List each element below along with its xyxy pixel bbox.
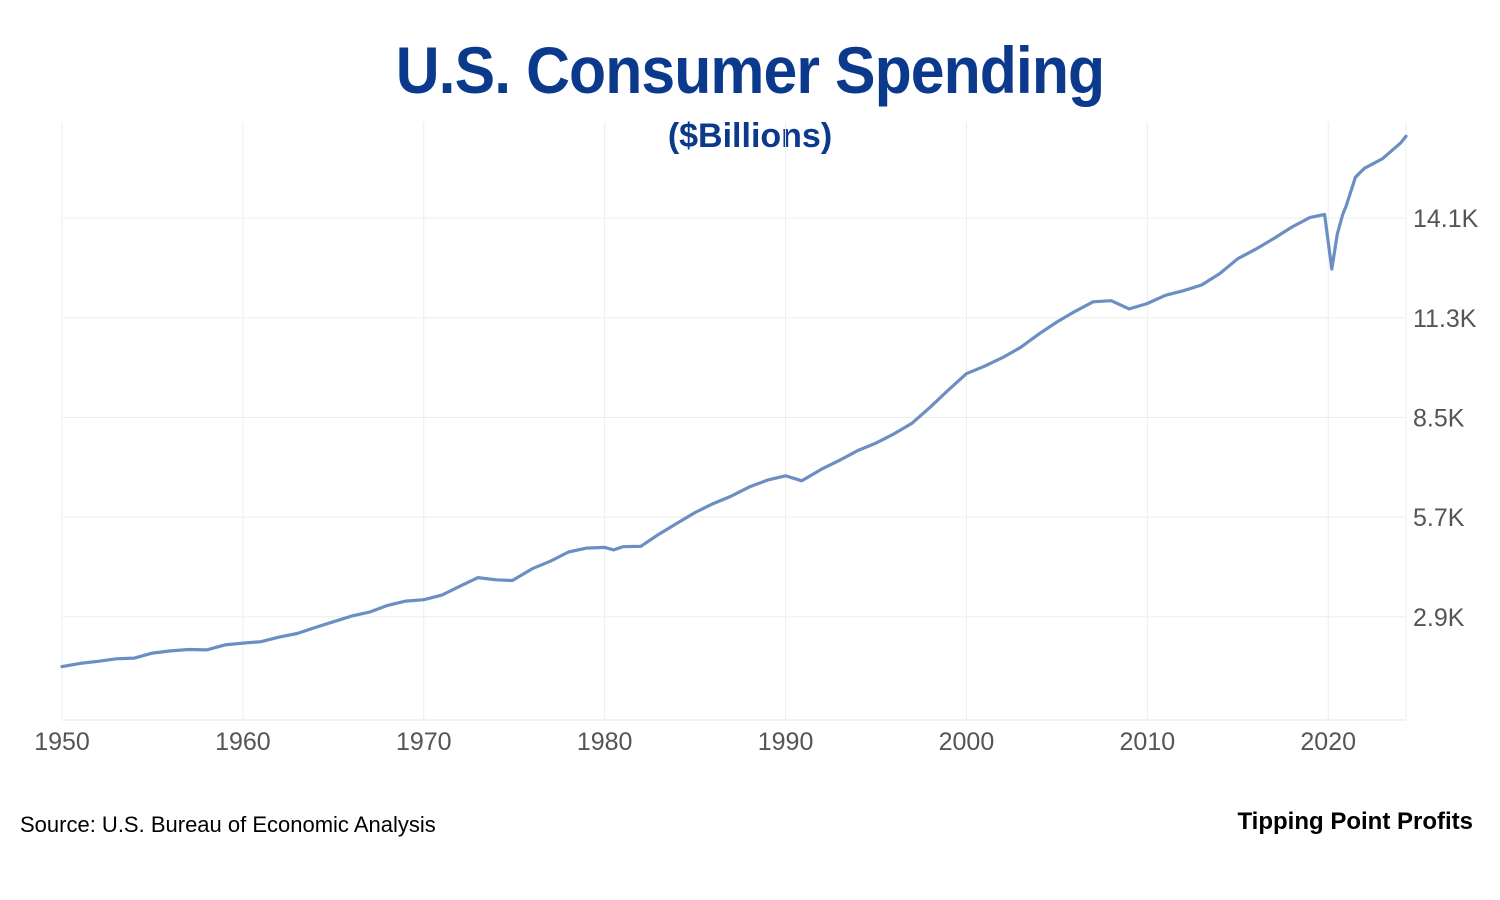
y-tick-label: 14.1K	[1413, 205, 1479, 233]
x-tick-label: 2000	[939, 728, 995, 756]
x-tick-label: 2020	[1300, 728, 1356, 756]
source-note: Source: U.S. Bureau of Economic Analysis	[20, 812, 436, 837]
x-tick-label: 1980	[577, 728, 633, 756]
y-tick-label: 11.3K	[1413, 305, 1477, 333]
y-axis-ticks: 2.9K 5.7K 8.5K 11.3K 14.1K	[1413, 205, 1479, 632]
x-tick-label: 1960	[215, 728, 271, 756]
y-tick-label: 8.5K	[1413, 404, 1465, 432]
chart-subtitle: ($Billions)	[667, 117, 833, 155]
chart-title: U.S. Consumer Spending	[395, 33, 1105, 107]
y-tick-label: 5.7K	[1413, 504, 1465, 532]
series-layer	[60, 134, 1408, 669]
series-line-consumer-spending	[60, 134, 1408, 669]
y-tick-label: 2.9K	[1413, 604, 1465, 632]
grid-layer	[61, 122, 1407, 721]
x-tick-label: 1970	[396, 728, 452, 756]
x-tick-label: 1990	[758, 728, 814, 756]
brand-label: Tipping Point Profits	[1237, 808, 1473, 835]
x-tick-label: 2010	[1120, 728, 1176, 756]
x-axis-ticks: 1950 1960 1970 1980 1990 2000 2010 2020	[34, 728, 1356, 756]
x-tick-label: 1950	[34, 728, 90, 756]
